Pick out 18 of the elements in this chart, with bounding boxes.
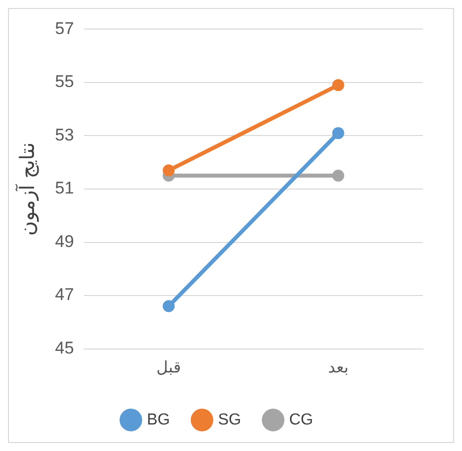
point xyxy=(162,300,175,312)
y-tick-label: 49 xyxy=(54,232,74,251)
y-tick-label: 47 xyxy=(54,285,74,304)
point xyxy=(332,79,344,92)
legend-label: BG xyxy=(146,411,170,428)
point xyxy=(162,164,175,176)
point xyxy=(332,170,344,182)
y-tick-label: 45 xyxy=(54,338,74,358)
y-tick-label: 53 xyxy=(54,125,74,144)
y-tick-label: 57 xyxy=(54,18,74,38)
x-tick-label: بعد xyxy=(328,358,349,377)
x-tick-label: قبل xyxy=(156,358,181,377)
y-tick-label: 55 xyxy=(54,72,74,92)
y-axis-title: نتایج آزمون xyxy=(15,142,40,236)
y-tick-label: 51 xyxy=(54,178,74,198)
legend-label: CG xyxy=(289,411,314,428)
point xyxy=(332,127,344,140)
legend-label: SG xyxy=(218,411,242,428)
